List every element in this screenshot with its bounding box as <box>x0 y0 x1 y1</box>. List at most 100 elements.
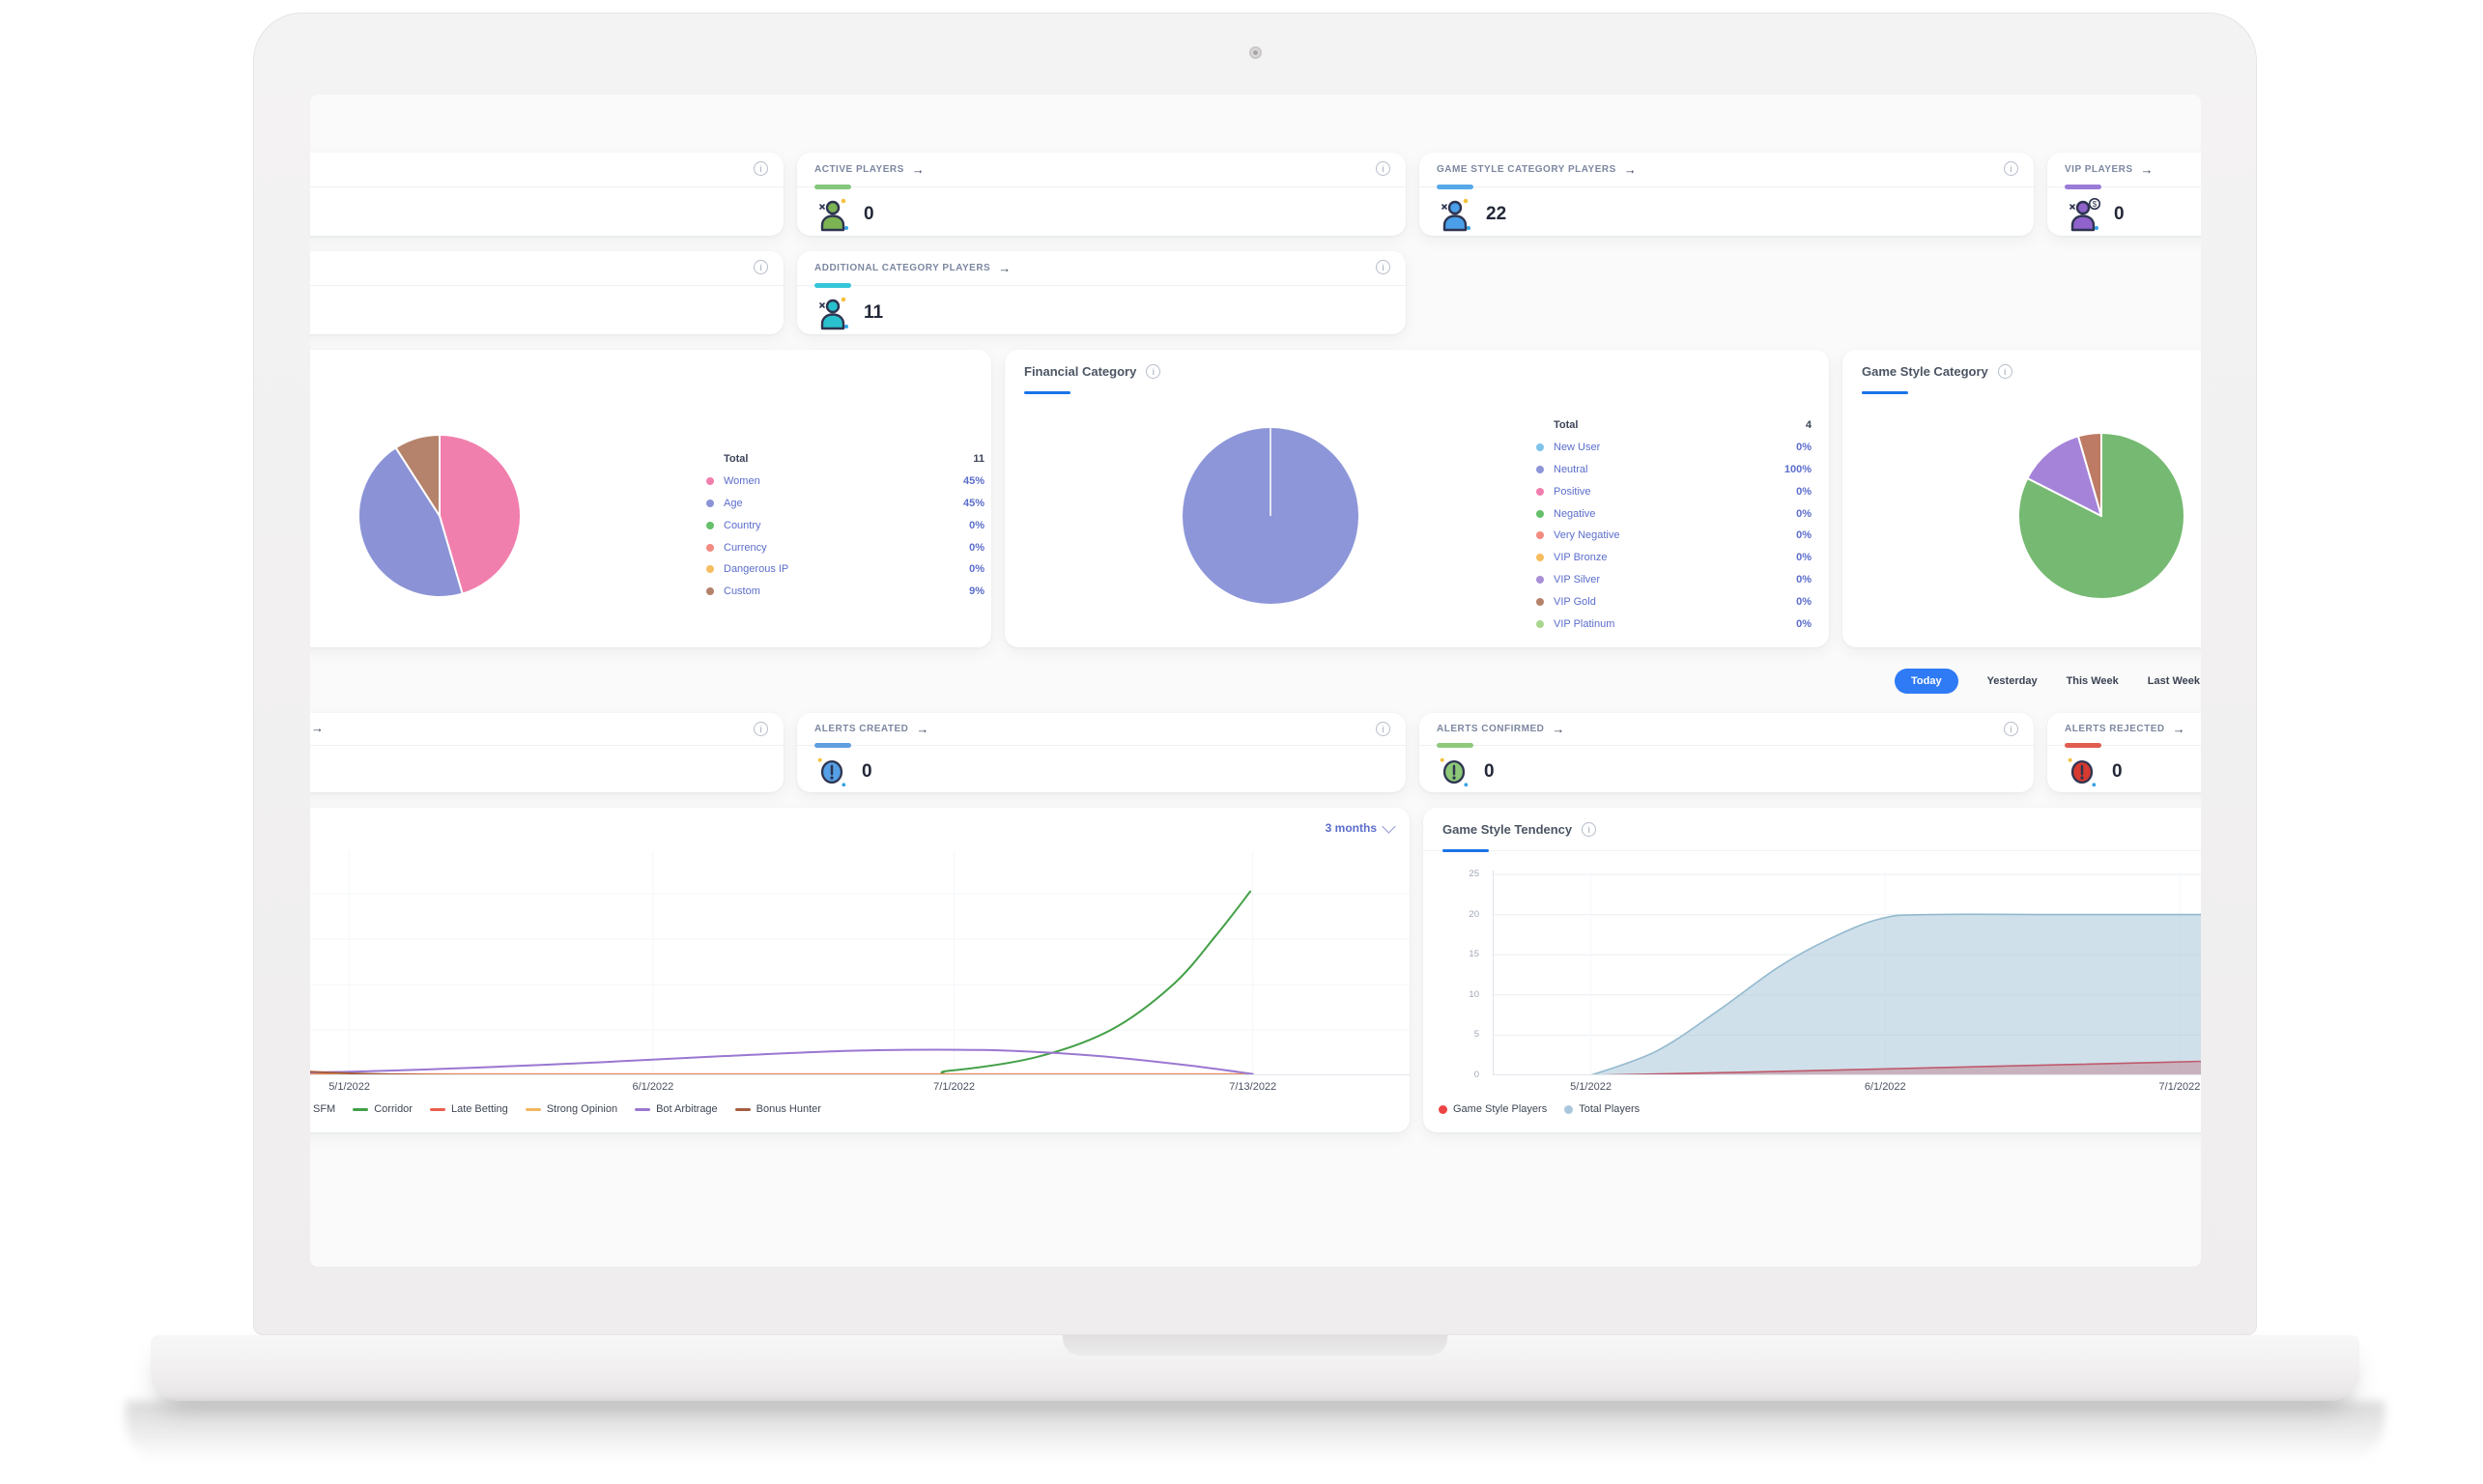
series-legend: SFM Corridor Late Betting Strong Opinion Bot… <box>310 1103 821 1115</box>
series-legend-item[interactable]: SFM <box>310 1103 335 1115</box>
info-icon[interactable]: i <box>1376 260 1390 274</box>
card-body: 0 <box>797 187 1406 242</box>
webcam-icon <box>1249 46 1262 59</box>
x-axis-tick-label: 6/1/2022 <box>1864 1081 1906 1093</box>
player-categories-pie-chart <box>357 433 523 599</box>
active-tab-underline <box>1442 848 1489 852</box>
active-tab-underline <box>1024 390 1070 394</box>
stat-card-additional-players: ADDITIONAL CATEGORY PLAYERS → i 11 <box>797 251 1406 334</box>
series-label: Strong Opinion <box>546 1103 618 1115</box>
series-legend-item[interactable]: Total Players <box>1564 1103 1640 1115</box>
card-body: 11 <box>797 286 1406 340</box>
pie-card-game-style-category: Game Style Category i <box>1842 350 2201 647</box>
arrow-right-icon[interactable]: → <box>1623 162 1637 177</box>
series-legend-item[interactable]: Bot Arbitrage <box>635 1103 718 1115</box>
accent-bar <box>814 743 851 748</box>
stat-card-game-style-players: GAME STYLE CATEGORY PLAYERS → i 22 <box>1419 153 2034 236</box>
filter-today[interactable]: Today <box>1895 669 1958 694</box>
info-icon[interactable]: i <box>754 722 768 736</box>
x-axis-tick-label: 5/1/2022 <box>1570 1081 1612 1093</box>
legend-dot <box>706 587 714 596</box>
stat-card-vip-players: VIP PLAYERS → i $ 0 <box>2047 153 2201 236</box>
legend-row: Neutral 100% <box>1536 459 1812 481</box>
info-icon[interactable]: i <box>1582 821 1597 837</box>
series-legend-item[interactable]: Strong Opinion <box>525 1103 618 1115</box>
info-icon[interactable]: i <box>1376 722 1390 736</box>
arrow-right-icon[interactable]: → <box>911 162 925 177</box>
legend-dot <box>706 477 714 486</box>
info-icon[interactable]: i <box>754 260 768 274</box>
info-icon[interactable]: i <box>1997 363 2012 379</box>
series-legend-item[interactable]: Game Style Players <box>1439 1103 1547 1115</box>
range-selector-dropdown[interactable]: 3 months <box>1326 819 1396 835</box>
card-body: 0 <box>1419 746 2034 798</box>
legend-value: 100% <box>1784 463 1812 475</box>
legend-dot <box>706 543 714 552</box>
legend-label: Negative <box>1554 507 1596 520</box>
legend-total-label: Total <box>1554 419 1579 432</box>
series-legend-item[interactable]: Corridor <box>353 1103 413 1115</box>
x-axis-tick-label: 7/13/2022 <box>1229 1081 1277 1093</box>
accent-bar <box>1437 185 1473 189</box>
info-icon[interactable]: i <box>2004 161 2018 176</box>
card-header: Game Style Tendency i <box>1423 808 2201 852</box>
arrow-right-icon[interactable]: → <box>998 261 1012 275</box>
filter-this-week[interactable]: This Week <box>2066 675 2119 687</box>
legend-row: New User 0% <box>1536 437 1812 459</box>
legend-label: VIP Gold <box>1554 595 1596 608</box>
laptop-notch <box>1063 1335 1447 1356</box>
info-icon[interactable]: i <box>754 161 768 176</box>
svg-text:$: $ <box>2093 200 2098 209</box>
series-color-dash <box>525 1107 541 1111</box>
legend-row: Women 45% <box>706 471 985 493</box>
accent-bar <box>1437 743 1473 748</box>
y-axis-tick-label: 25 <box>1469 869 1479 879</box>
info-icon[interactable]: i <box>1376 161 1390 176</box>
card-header: ALERTS REJECTED → i <box>2047 713 2201 748</box>
arrow-right-icon[interactable]: → <box>916 722 929 736</box>
legend-label: Positive <box>1554 485 1591 498</box>
card-header: i <box>310 153 784 187</box>
chevron-down-icon <box>1382 819 1396 834</box>
legend-row: Positive 0% <box>1536 480 1812 502</box>
legend-row: Very Negative 0% <box>1536 525 1812 547</box>
series-color-dot <box>1564 1104 1574 1114</box>
card-title: ACTIVE PLAYERS <box>814 164 904 175</box>
card-header: i <box>310 251 784 286</box>
legend-value: 0% <box>1796 529 1812 542</box>
arrow-right-icon[interactable]: → <box>311 721 324 735</box>
legend-row: Negative 0% <box>1536 502 1812 525</box>
y-axis-tick-label: 5 <box>1473 1029 1479 1041</box>
series-legend-item[interactable]: Bonus Hunter <box>734 1103 821 1115</box>
card-title: VIP PLAYERS <box>2065 164 2133 175</box>
alerts-trend-line-chart <box>310 851 1410 1075</box>
legend-row: Currency 0% <box>706 536 985 558</box>
stat-card-alerts-confirmed: ALERTS CONFIRMED → i 0 <box>1419 713 2034 792</box>
legend-dot <box>1536 575 1544 584</box>
legend-value: 45% <box>962 497 985 509</box>
y-axis-tick-label: 15 <box>1469 949 1479 960</box>
series-label: Game Style Players <box>1453 1103 1548 1115</box>
info-icon[interactable]: i <box>1146 363 1161 379</box>
series-color-dot <box>1439 1104 1447 1114</box>
stat-value: 22 <box>1486 204 1507 224</box>
player-icon <box>1437 195 1473 234</box>
laptop-shadow <box>126 1401 2384 1463</box>
stat-value: 0 <box>2112 761 2123 782</box>
info-icon[interactable]: i <box>2004 722 2018 736</box>
pie-legend: Total 11 Women 45% Age 45% Country 0% Currency 0%… <box>706 448 985 603</box>
arrow-right-icon[interactable]: → <box>2172 722 2185 736</box>
filter-last-week[interactable]: Last Week <box>2147 675 2200 687</box>
y-axis-tick-label: 20 <box>1469 908 1479 920</box>
accent-bar <box>2065 185 2101 189</box>
series-legend-item[interactable]: Late Betting <box>429 1103 508 1115</box>
card-body: 0 <box>797 746 1406 798</box>
legend-label: Dangerous IP <box>724 563 789 576</box>
arrow-right-icon[interactable]: → <box>1552 722 1565 736</box>
arrow-right-icon[interactable]: → <box>2140 162 2154 177</box>
series-label: Bonus Hunter <box>756 1103 821 1115</box>
filter-yesterday[interactable]: Yesterday <box>1986 675 2038 687</box>
financial-category-pie-chart <box>1181 426 1360 606</box>
legend-total-value: 4 <box>1805 419 1812 432</box>
